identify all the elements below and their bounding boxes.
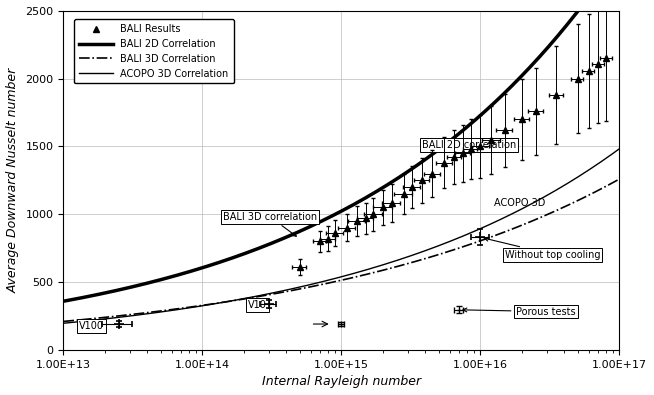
Text: BALI 2D correlation: BALI 2D correlation [422,140,516,150]
Text: BALI 3D correlation: BALI 3D correlation [223,212,317,236]
Text: ACOPO 3D: ACOPO 3D [494,198,545,208]
Legend: BALI Results, BALI 2D Correlation, BALI 3D Correlation, ACOPO 3D Correlation: BALI Results, BALI 2D Correlation, BALI … [74,19,233,83]
Y-axis label: Average Downward Nusselt number: Average Downward Nusselt number [7,68,20,293]
X-axis label: Internal Rayleigh number: Internal Rayleigh number [262,375,421,388]
Text: V10: V10 [249,301,267,310]
Text: Without top cooling: Without top cooling [485,237,600,260]
Text: Porous tests: Porous tests [463,307,576,316]
Text: V100: V100 [79,321,104,331]
